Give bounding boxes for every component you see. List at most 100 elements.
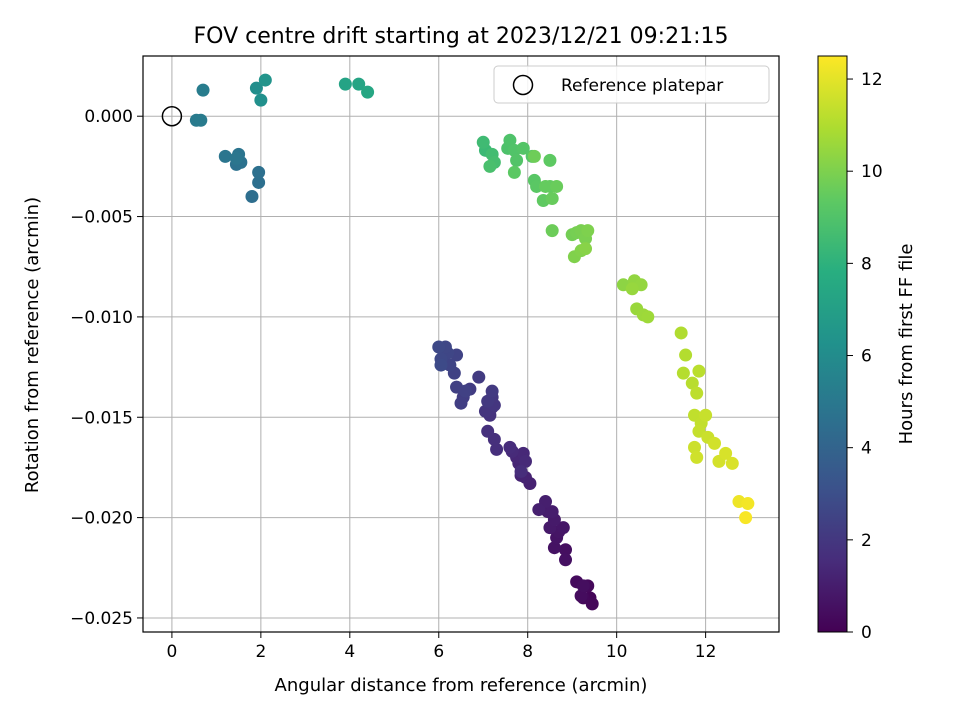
data-point — [245, 189, 259, 203]
colorbar-tick-label: 0 — [861, 623, 872, 643]
data-point — [249, 81, 263, 95]
y-tick-label: −0.005 — [70, 208, 133, 228]
colorbar-tick-label: 10 — [861, 162, 883, 182]
colorbar-tick-label: 4 — [861, 439, 872, 459]
colorbar-tick-label: 6 — [861, 347, 872, 367]
data-point — [576, 579, 590, 593]
data-point — [490, 442, 504, 456]
data-point — [545, 224, 559, 238]
data-point — [485, 384, 499, 398]
data-point — [503, 133, 517, 147]
data-point — [458, 384, 472, 398]
data-point — [559, 553, 573, 567]
legend: Reference platepar — [493, 65, 770, 104]
colorbar-ticks: 0 2 4 6 8 10 12 — [847, 70, 883, 643]
data-point — [229, 151, 243, 165]
data-point — [218, 149, 232, 163]
data-point — [579, 242, 593, 256]
y-tick-label: −0.020 — [70, 509, 133, 529]
data-point — [454, 396, 468, 410]
y-axis: 0.000 −0.005 −0.010 −0.015 −0.020 −0.025 — [70, 107, 143, 629]
data-point — [481, 394, 495, 408]
colorbar-tick-label: 12 — [861, 70, 883, 90]
data-point — [574, 589, 588, 603]
data-point — [545, 191, 559, 205]
data-point — [338, 77, 352, 91]
colorbar-tick-label: 2 — [861, 531, 872, 551]
y-tick-label: 0.000 — [84, 107, 133, 127]
colorbar-gradient — [817, 55, 848, 633]
y-axis-label: Rotation from reference (arcmin) — [22, 197, 43, 493]
data-point — [432, 340, 446, 354]
y-tick-label: −0.010 — [70, 308, 133, 328]
data-point — [559, 543, 573, 557]
data-point — [434, 358, 448, 372]
data-point — [674, 326, 688, 340]
x-tick-label: 0 — [166, 642, 177, 662]
y-tick-label: −0.025 — [70, 609, 133, 629]
x-axis: 0 2 4 6 8 10 12 — [166, 632, 716, 662]
data-point — [196, 83, 210, 97]
data-point — [252, 165, 266, 179]
data-point — [258, 73, 272, 87]
data-point — [699, 408, 713, 422]
data-point — [483, 159, 497, 173]
legend-reference-marker — [512, 74, 534, 96]
reference-point — [161, 105, 183, 127]
x-tick-label: 2 — [255, 642, 266, 662]
data-point — [679, 348, 693, 362]
plot-frame — [142, 55, 780, 633]
data-point — [690, 386, 704, 400]
x-tick-label: 4 — [344, 642, 355, 662]
data-point — [725, 456, 739, 470]
x-tick-label: 6 — [433, 642, 444, 662]
data-point — [739, 511, 753, 525]
data-point — [741, 497, 755, 511]
chart-title: FOV centre drift starting at 2023/12/21 … — [194, 24, 729, 49]
data-point — [676, 366, 690, 380]
data-point — [481, 424, 495, 438]
data-point — [503, 440, 517, 454]
colorbar-tick-label: 8 — [861, 254, 872, 274]
grid-lines — [143, 56, 779, 632]
data-point — [532, 503, 546, 517]
data-point — [719, 446, 733, 460]
data-point — [361, 85, 375, 99]
data-point — [476, 135, 490, 149]
data-point — [516, 141, 530, 155]
data-point — [690, 450, 704, 464]
data-point — [530, 179, 544, 193]
colorbar: 0 2 4 6 8 10 12 Hours from first FF file — [817, 55, 917, 643]
data-point — [547, 541, 561, 555]
data-point — [510, 153, 524, 167]
data-point — [543, 153, 557, 167]
legend-entry-label: Reference platepar — [561, 76, 723, 96]
data-point — [545, 505, 559, 519]
data-point — [581, 224, 595, 238]
data-point — [692, 364, 706, 378]
data-point — [518, 454, 532, 468]
data-point — [550, 179, 564, 193]
data-point — [708, 436, 722, 450]
data-point — [641, 310, 655, 324]
y-tick-label: −0.015 — [70, 408, 133, 428]
x-tick-label: 12 — [695, 642, 717, 662]
data-points — [189, 73, 755, 611]
data-point — [527, 149, 541, 163]
data-point — [685, 376, 699, 390]
legend-box — [493, 65, 770, 104]
data-point — [194, 113, 208, 127]
x-tick-label: 8 — [522, 642, 533, 662]
data-point — [472, 370, 486, 384]
x-axis-label: Angular distance from reference (arcmin) — [275, 675, 648, 696]
data-point — [556, 521, 570, 535]
data-point — [539, 179, 553, 193]
data-point — [254, 93, 268, 107]
data-point — [625, 282, 639, 296]
colorbar-label: Hours from first FF file — [896, 244, 917, 445]
reference-marker — [161, 105, 183, 127]
data-point — [514, 464, 528, 478]
data-point — [687, 440, 701, 454]
data-point — [252, 175, 266, 189]
